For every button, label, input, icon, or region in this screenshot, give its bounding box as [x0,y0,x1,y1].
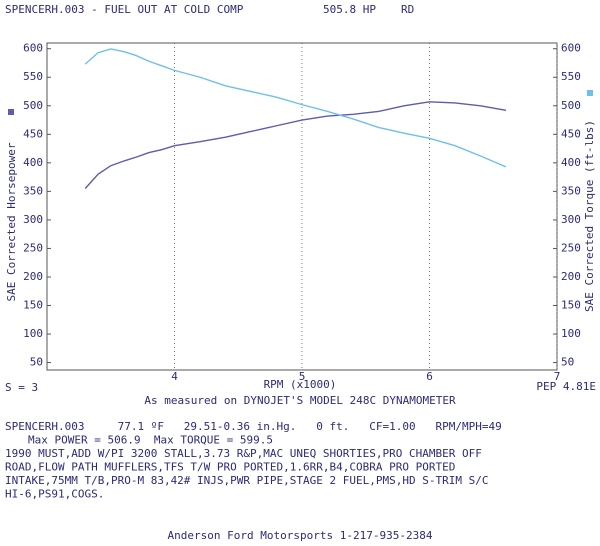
series-line [84,101,507,189]
y2-tick-label: 250 [561,241,581,254]
run-label: RD [401,3,414,16]
info-line: SPENCERH.003 77.1 ºF 29.51-0.36 in.Hg. 0… [5,420,502,433]
caption: As measured on DYNOJET'S MODEL 248C DYNA… [144,394,456,407]
x-tick-label: 7 [554,370,561,383]
y-tick-label: 550 [23,70,43,83]
y2-tick-label: 300 [561,213,581,226]
info-line: HI-6,PS91,COGS. [5,488,104,501]
smoothing: S = 3 [5,381,38,394]
pep: PEP 4.81E [536,380,596,393]
legend-swatch [587,90,593,96]
y-tick-label: 150 [23,299,43,312]
chart-title: SPENCERH.003 - FUEL OUT AT COLD COMP [5,3,244,16]
plot-frame [46,42,558,371]
y-tick-label: 250 [23,241,43,254]
y2-tick-label: 350 [561,184,581,197]
y-tick-label: 50 [30,356,43,369]
y2-tick-label: 50 [561,356,574,369]
info-line: INTAKE,75MM T/B,PRO-M 83,42# INJS,PWR PI… [5,474,488,487]
footer: Anderson Ford Motorsports 1-217-935-2384 [168,529,433,542]
y2-tick-label: 200 [561,270,581,283]
x-axis-label: RPM (x1000) [264,378,337,391]
x-tick-label: 5 [299,370,306,383]
info-line: 1990 MUST,ADD W/PI 3200 STALL,3.73 R&P,M… [5,447,482,460]
series-line [84,48,507,168]
y-tick-label: 200 [23,270,43,283]
y-tick-label: 100 [23,327,43,340]
info-line: ROAD,FLOW PATH MUFFLERS,TFS T/W PRO PORT… [5,461,455,474]
y-tick-label: 600 [23,42,43,55]
peak-label: 505.8 HP [323,3,376,16]
y2-tick-label: 150 [561,299,581,312]
y2-tick-label: 450 [561,127,581,140]
x-tick-label: 6 [426,370,433,383]
y2-tick-label: 100 [561,327,581,340]
y2-tick-label: 500 [561,99,581,112]
y-tick-label: 300 [23,213,43,226]
x-tick-label: 4 [171,370,178,383]
y-axis-label: SAE Corrected Horsepower [5,142,18,301]
y2-tick-label: 400 [561,156,581,169]
y-tick-label: 450 [23,127,43,140]
y-tick-label: 500 [23,99,43,112]
y-tick-label: 350 [23,184,43,197]
legend-swatch [8,109,14,115]
y2-tick-label: 550 [561,70,581,83]
y2-axis-label: SAE Corrected Torque (ft-lbs) [583,120,596,312]
info-line: Max POWER = 506.9 Max TORQUE = 599.5 [28,434,273,447]
y2-tick-label: 600 [561,42,581,55]
y-tick-label: 400 [23,156,43,169]
